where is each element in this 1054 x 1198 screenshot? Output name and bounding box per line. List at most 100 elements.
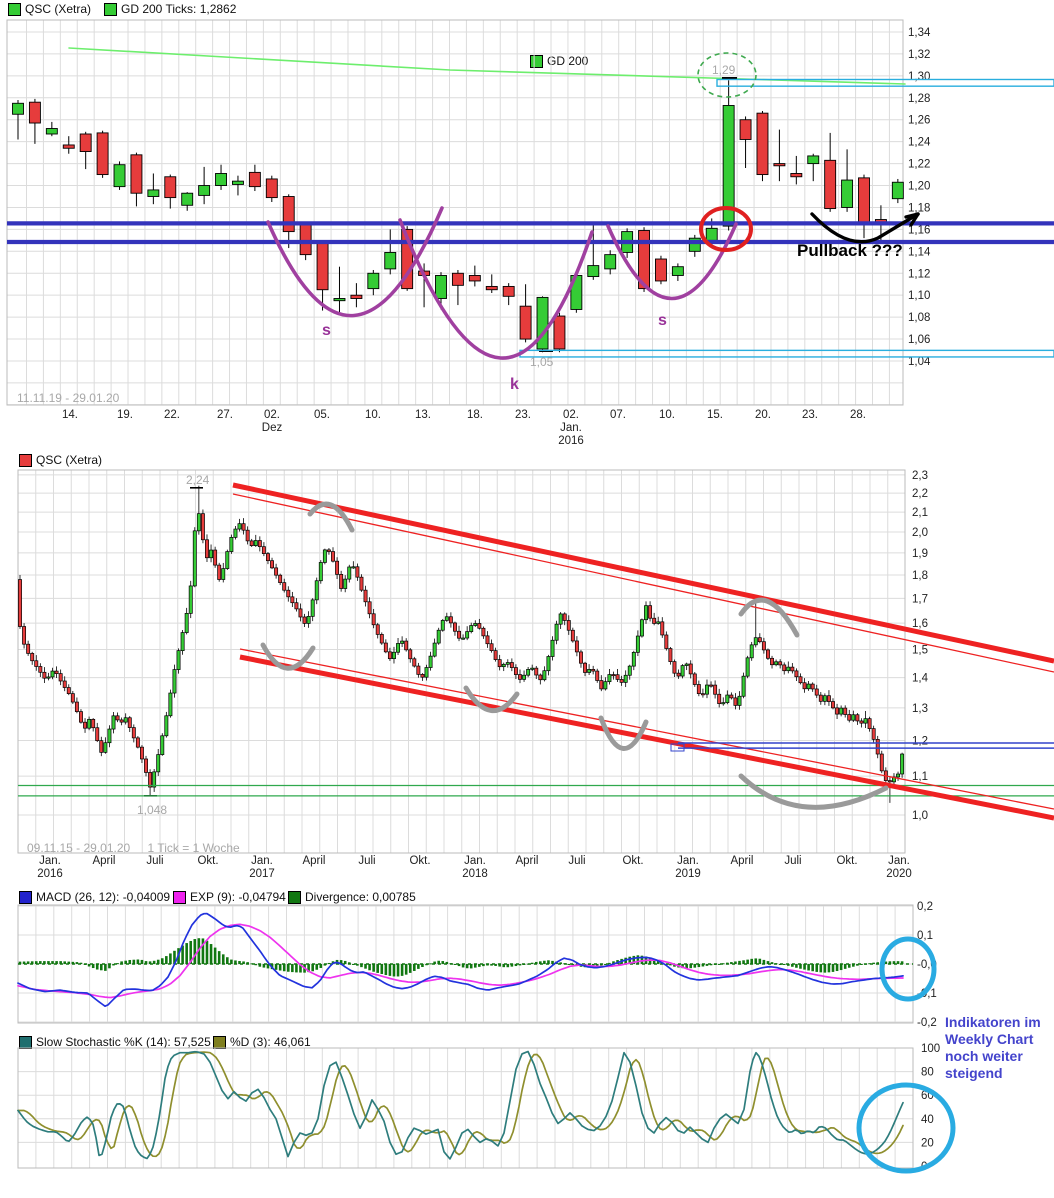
svg-text:0,1: 0,1 — [917, 930, 933, 942]
series-swatch-icon — [104, 2, 117, 16]
note-line: noch weiter — [945, 1048, 1023, 1064]
svg-text:Juli: Juli — [358, 855, 375, 867]
svg-text:1,6: 1,6 — [912, 618, 928, 630]
svg-text:13.: 13. — [415, 409, 431, 421]
svg-text:1,16: 1,16 — [908, 224, 930, 236]
svg-text:1,2: 1,2 — [912, 736, 928, 748]
macd-series — [17, 912, 913, 1008]
macd-divergence-legend: Divergence: 0,00785 — [288, 890, 416, 904]
svg-text:Okt.: Okt. — [409, 855, 430, 867]
svg-text:Jan.: Jan. — [888, 855, 910, 867]
weekly-low-price-label: 1,048 — [137, 803, 168, 817]
svg-text:Okt.: Okt. — [836, 855, 857, 867]
series-swatch-icon — [19, 890, 32, 904]
svg-text:Jan.: Jan. — [560, 422, 582, 434]
svg-text:15.: 15. — [707, 409, 723, 421]
daily-chart-legend-qsc: QSC (Xetra) — [8, 2, 91, 16]
weekly-period-label: 09.11.15 - 29.01.20 1 Tick = 1 Woche — [27, 841, 240, 855]
note-line: Weekly Chart — [945, 1031, 1034, 1047]
svg-text:2016: 2016 — [558, 435, 584, 447]
svg-text:1,0: 1,0 — [912, 810, 928, 822]
macd-exp-legend: EXP (9): -0,04794 — [173, 890, 286, 904]
svg-text:Okt.: Okt. — [197, 855, 218, 867]
svg-text:1,18: 1,18 — [908, 202, 930, 214]
note-line: Indikatoren im — [945, 1014, 1041, 1030]
svg-text:Juli: Juli — [568, 855, 585, 867]
svg-text:2,1: 2,1 — [912, 507, 928, 519]
pullback-annotation[interactable]: Pullback ??? — [797, 241, 903, 260]
svg-text:April: April — [515, 855, 538, 867]
svg-text:02.: 02. — [264, 409, 280, 421]
svg-text:07.: 07. — [610, 409, 626, 421]
svg-text:10.: 10. — [365, 409, 381, 421]
svg-text:Juli: Juli — [146, 855, 163, 867]
svg-text:1,12: 1,12 — [908, 268, 930, 280]
legend-label: %D (3): 46,061 — [230, 1035, 311, 1049]
note-line: steigend — [945, 1065, 1003, 1081]
svg-text:2017: 2017 — [249, 868, 275, 880]
svg-text:05.: 05. — [314, 409, 330, 421]
svg-text:2020: 2020 — [886, 868, 912, 880]
macd-legend: MACD (26, 12): -0,04009 — [19, 890, 170, 904]
head-annotation[interactable]: k — [510, 376, 519, 393]
gd200-line — [68, 47, 906, 85]
series-swatch-icon — [288, 890, 301, 904]
svg-text:2019: 2019 — [675, 868, 701, 880]
svg-text:1,14: 1,14 — [908, 246, 931, 258]
stochastic-annotations[interactable] — [856, 1082, 956, 1174]
svg-text:April: April — [92, 855, 115, 867]
svg-text:Jan.: Jan. — [39, 855, 61, 867]
shoulder-right-annotation[interactable]: s — [658, 312, 667, 329]
svg-text:1,22: 1,22 — [908, 159, 930, 171]
svg-text:28.: 28. — [850, 409, 866, 421]
svg-text:1,5: 1,5 — [912, 644, 928, 656]
svg-text:1,24: 1,24 — [908, 137, 931, 149]
svg-text:10.: 10. — [659, 409, 675, 421]
svg-text:1,7: 1,7 — [912, 593, 928, 605]
svg-text:1,34: 1,34 — [908, 27, 931, 39]
series-swatch-icon — [8, 2, 21, 16]
svg-text:23.: 23. — [802, 409, 818, 421]
svg-text:23.: 23. — [515, 409, 531, 421]
weekly-annotations[interactable] — [18, 482, 1054, 821]
svg-text:40: 40 — [921, 1114, 934, 1126]
stochastic-d-legend: %D (3): 46,061 — [213, 1035, 311, 1049]
svg-text:April: April — [730, 855, 753, 867]
shoulder-left-annotation[interactable]: s — [322, 322, 331, 339]
svg-text:100: 100 — [921, 1043, 940, 1055]
svg-text:Jan.: Jan. — [464, 855, 486, 867]
svg-text:20: 20 — [921, 1137, 934, 1149]
weekly-period-range: 09.11.15 - 29.01.20 — [27, 841, 131, 855]
svg-text:1,1: 1,1 — [912, 771, 928, 783]
svg-text:27.: 27. — [217, 409, 233, 421]
daily-high-price-label: 1,29 — [712, 63, 736, 77]
weekly-chart-legend-qsc: QSC (Xetra) — [19, 453, 102, 467]
series-swatch-icon — [530, 54, 543, 68]
svg-text:80: 80 — [921, 1067, 934, 1079]
svg-text:2,2: 2,2 — [912, 488, 928, 500]
legend-label: GD 200 Ticks: 1,2862 — [121, 2, 237, 16]
svg-text:Dez: Dez — [262, 422, 283, 434]
svg-text:Jan.: Jan. — [677, 855, 699, 867]
svg-text:1,08: 1,08 — [908, 312, 930, 324]
svg-text:1,30: 1,30 — [908, 71, 930, 83]
svg-text:Jan.: Jan. — [251, 855, 273, 867]
legend-label: Divergence: 0,00785 — [305, 890, 416, 904]
svg-text:2,3: 2,3 — [912, 470, 928, 482]
weekly-high-price-label: 2,24 — [186, 473, 210, 487]
indicator-note-annotation[interactable]: Indikatoren im Weekly Chart noch weiter … — [945, 1014, 1041, 1082]
legend-label: Slow Stochastic %K (14): 57,525 — [36, 1035, 211, 1049]
svg-text:18.: 18. — [467, 409, 483, 421]
svg-text:1,8: 1,8 — [912, 570, 928, 582]
legend-label: MACD (26, 12): -0,04009 — [36, 890, 171, 904]
svg-text:1,26: 1,26 — [908, 115, 930, 127]
svg-text:2018: 2018 — [462, 868, 488, 880]
svg-text:1,20: 1,20 — [908, 181, 930, 193]
daily-annotations[interactable] — [7, 52, 1054, 360]
weekly-tick-note: 1 Tick = 1 Woche — [147, 841, 240, 855]
macd-annotations[interactable] — [879, 936, 937, 1002]
svg-text:1,3: 1,3 — [912, 703, 928, 715]
svg-text:April: April — [302, 855, 325, 867]
